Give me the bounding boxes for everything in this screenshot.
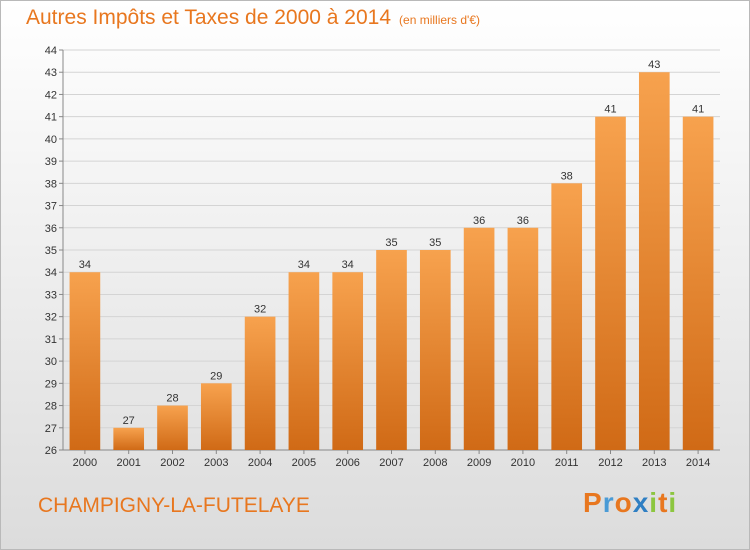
proxiti-logo[interactable]: Proxiti: [583, 487, 677, 519]
bar-value-label: 36: [517, 215, 529, 227]
y-tick-label: 40: [45, 134, 57, 146]
bar-value-label: 28: [166, 393, 178, 405]
bar: [244, 316, 276, 450]
bar: [200, 383, 232, 450]
x-tick-label: 2000: [73, 457, 97, 469]
bar: [288, 272, 320, 450]
label-layer: 34 27 28 29 32 34 34 35 35 36 36 38 41 43 41: [79, 59, 704, 427]
y-tick-label: 29: [45, 378, 57, 390]
y-tick-label: 39: [45, 156, 57, 168]
bar-value-label: 34: [79, 259, 91, 271]
bar-value-label: 35: [429, 237, 441, 249]
bar-value-label: 41: [604, 104, 616, 116]
x-tick-label: 2004: [248, 457, 272, 469]
y-tick-label: 28: [45, 401, 57, 413]
x-tick-label: 2014: [686, 457, 710, 469]
x-tick-label: 2010: [511, 457, 535, 469]
x-tick-label: 2012: [598, 457, 622, 469]
bar: [69, 272, 101, 450]
y-tick-label: 37: [45, 201, 57, 213]
x-tick-label: 2008: [423, 457, 447, 469]
logo-letter: i: [649, 487, 659, 518]
y-tick-label: 26: [45, 445, 57, 457]
y-tick-label: 44: [45, 45, 57, 57]
bar-value-label: 36: [473, 215, 485, 227]
chart-title-text: Autres Impôts et Taxes de 2000 à 2014: [26, 6, 392, 29]
y-tick-label: 41: [45, 112, 57, 124]
y-tick-label: 30: [45, 356, 57, 368]
y-tick-label: 31: [45, 334, 57, 346]
bar-value-label: 34: [342, 259, 354, 271]
logo-letter: o: [614, 487, 633, 518]
logo-letter: r: [602, 487, 615, 518]
y-tick-label: 35: [45, 245, 57, 257]
x-tick-label: 2001: [116, 457, 140, 469]
logo-letter: i: [668, 487, 678, 518]
y-tick-label: 38: [45, 178, 57, 190]
bar: [682, 116, 714, 451]
y-tick-label: 34: [45, 267, 57, 279]
bar: [419, 250, 451, 450]
x-tick-label: 2006: [335, 457, 359, 469]
x-tick-label: 2005: [292, 457, 316, 469]
bar-value-label: 43: [648, 59, 660, 71]
bar: [113, 427, 145, 450]
commune-name: CHAMPIGNY-LA-FUTELAYE: [38, 494, 310, 517]
y-tick-label: 42: [45, 89, 57, 101]
bar-value-label: 41: [692, 104, 704, 116]
bar: [157, 405, 188, 450]
bar: [638, 72, 670, 450]
chart-title: Autres Impôts et Taxes de 2000 à 2014 (en…: [26, 6, 480, 30]
bar-value-label: 32: [254, 304, 266, 316]
bar: [507, 227, 539, 450]
bar: [463, 227, 495, 450]
bar-value-label: 29: [210, 370, 222, 382]
x-tick-label: 2009: [467, 457, 491, 469]
y-tick-label: 32: [45, 312, 57, 324]
logo-letter: t: [658, 487, 669, 518]
y-tick-label: 33: [45, 289, 57, 301]
bar: [376, 250, 407, 450]
bar-layer: [69, 72, 714, 451]
logo-letter: P: [583, 487, 603, 518]
x-tick-label: 2011: [555, 457, 579, 469]
bar-value-label: 38: [561, 170, 573, 182]
bar-value-label: 27: [123, 415, 135, 427]
x-tick-label: 2002: [160, 457, 184, 469]
bar-value-label: 35: [385, 237, 397, 249]
bar: [551, 183, 583, 451]
bar: [595, 116, 626, 451]
logo-letter: x: [632, 487, 650, 518]
y-tick-label: 43: [45, 67, 57, 79]
y-tick-label: 27: [45, 423, 57, 435]
chart-unit: (en milliers d'€): [399, 13, 481, 27]
bar: [332, 272, 364, 450]
x-tick-label: 2003: [204, 457, 228, 469]
x-tick-label: 2007: [379, 457, 403, 469]
x-tick-label: 2013: [642, 457, 666, 469]
bar-value-label: 34: [298, 259, 310, 271]
y-tick-label: 36: [45, 223, 57, 235]
